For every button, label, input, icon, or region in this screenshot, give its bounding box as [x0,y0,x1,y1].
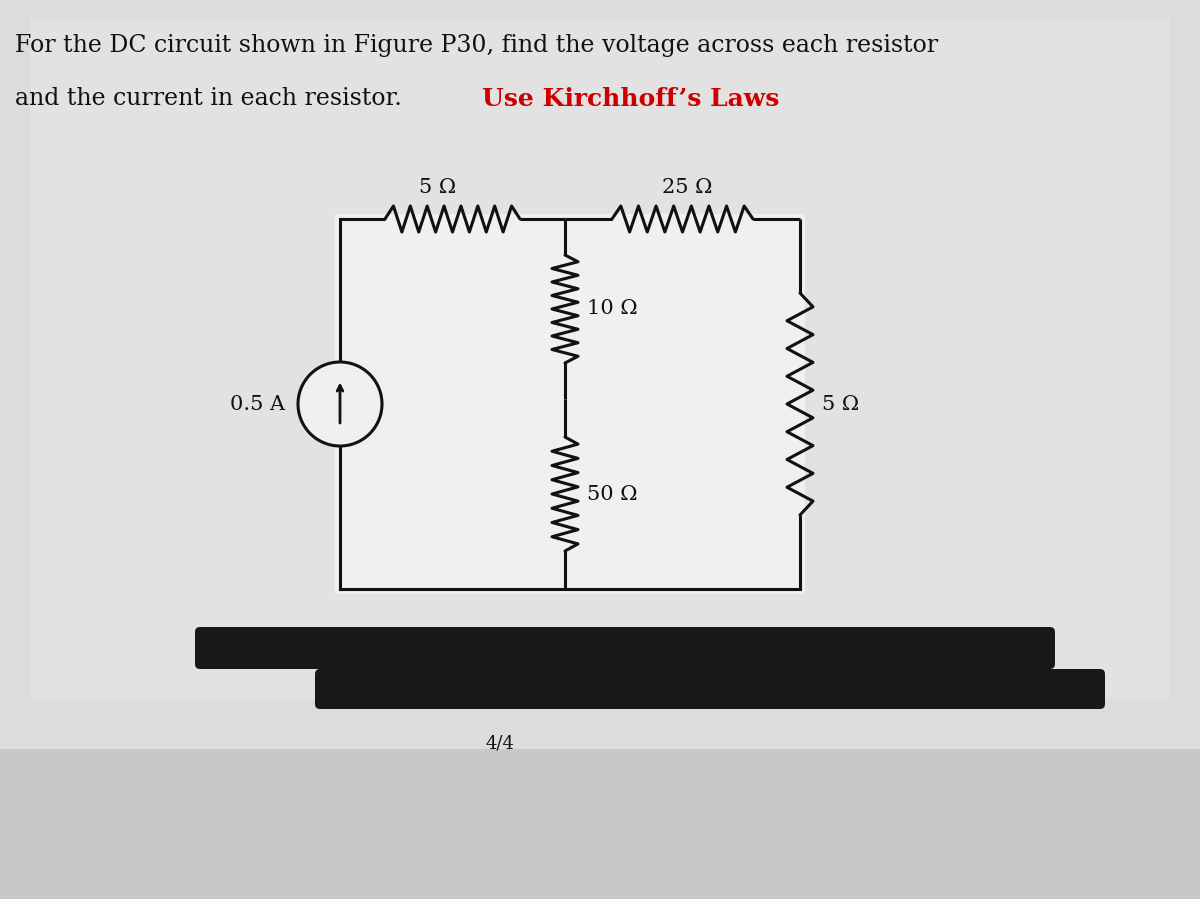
Text: 25 Ω: 25 Ω [662,178,713,197]
Text: and the current in each resistor.: and the current in each resistor. [14,87,402,110]
FancyBboxPatch shape [0,0,1200,749]
Text: Use Kirchhoff’s Laws: Use Kirchhoff’s Laws [482,87,779,111]
Text: 4/4: 4/4 [486,735,515,753]
Text: 5 Ω: 5 Ω [822,395,859,414]
Text: For the DC circuit shown in Figure P30, find the voltage across each resistor: For the DC circuit shown in Figure P30, … [14,34,938,57]
Text: 5 Ω: 5 Ω [419,178,456,197]
FancyBboxPatch shape [316,669,1105,709]
FancyBboxPatch shape [194,627,1055,669]
Text: 0.5 A: 0.5 A [230,395,284,414]
Circle shape [298,362,382,446]
Text: 50 Ω: 50 Ω [587,485,637,503]
Text: 10 Ω: 10 Ω [587,299,637,318]
FancyBboxPatch shape [30,19,1170,699]
FancyBboxPatch shape [335,214,805,594]
